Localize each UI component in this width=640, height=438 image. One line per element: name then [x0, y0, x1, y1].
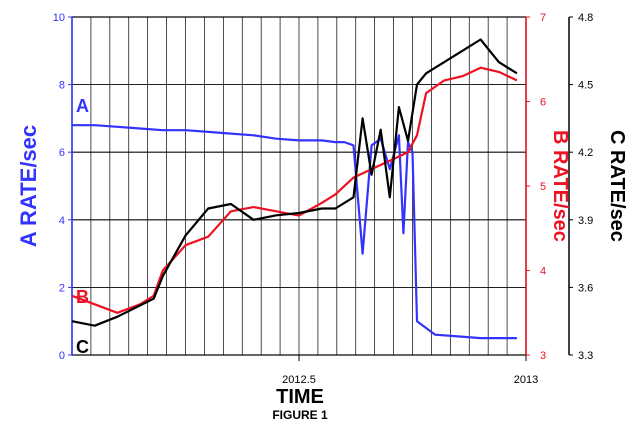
b-axis-tick-label: 4 [540, 266, 546, 278]
c-axis-title: C RATE/sec [606, 130, 628, 242]
figure-caption: FIGURE 1 [272, 408, 328, 422]
b-axis-tick-label: 7 [540, 12, 546, 24]
c-axis-tick-label: 3.6 [578, 282, 593, 294]
b-axis-title: B RATE/sec [549, 130, 571, 242]
a-axis-tick-label: 6 [59, 147, 65, 159]
series [71, 38, 518, 340]
a-axis-tick-label: 8 [59, 80, 65, 92]
a-axis-tick-label: 4 [59, 215, 65, 227]
ticks: 0 2 4 6 8 10 3 4 5 6 7 3.3 3.6 3.9 4.2 4.5 4.8 2012.5 2013 [53, 12, 594, 386]
b-axis-tick-label: 3 [540, 350, 546, 362]
a-axis-tick-label: 10 [53, 12, 65, 24]
c-axis-tick-label: 4.5 [578, 80, 593, 92]
series-line-c [71, 38, 518, 327]
c-axis-tick-label: 3.3 [578, 350, 593, 362]
b-axis-tick-label: 5 [540, 181, 546, 193]
a-axis-title: A RATE/sec [16, 125, 41, 247]
x-axis-tick-label: 2013 [514, 374, 538, 386]
series-tag-b: B [76, 287, 89, 307]
c-axis-tick-label: 4.8 [578, 12, 593, 24]
a-axis-tick-label: 0 [59, 350, 65, 362]
x-axis-tick-label: 2012.5 [282, 374, 316, 386]
c-axis-tick-label: 4.2 [578, 147, 593, 159]
a-axis-tick-label: 2 [59, 282, 65, 294]
series-line-a [72, 124, 517, 340]
b-axis-tick-label: 6 [540, 97, 546, 109]
x-axis-title: TIME [276, 386, 324, 408]
series-tag-c: C [76, 337, 89, 357]
c-axis-tick-label: 3.9 [578, 215, 593, 227]
series-tag-a: A [76, 96, 89, 116]
